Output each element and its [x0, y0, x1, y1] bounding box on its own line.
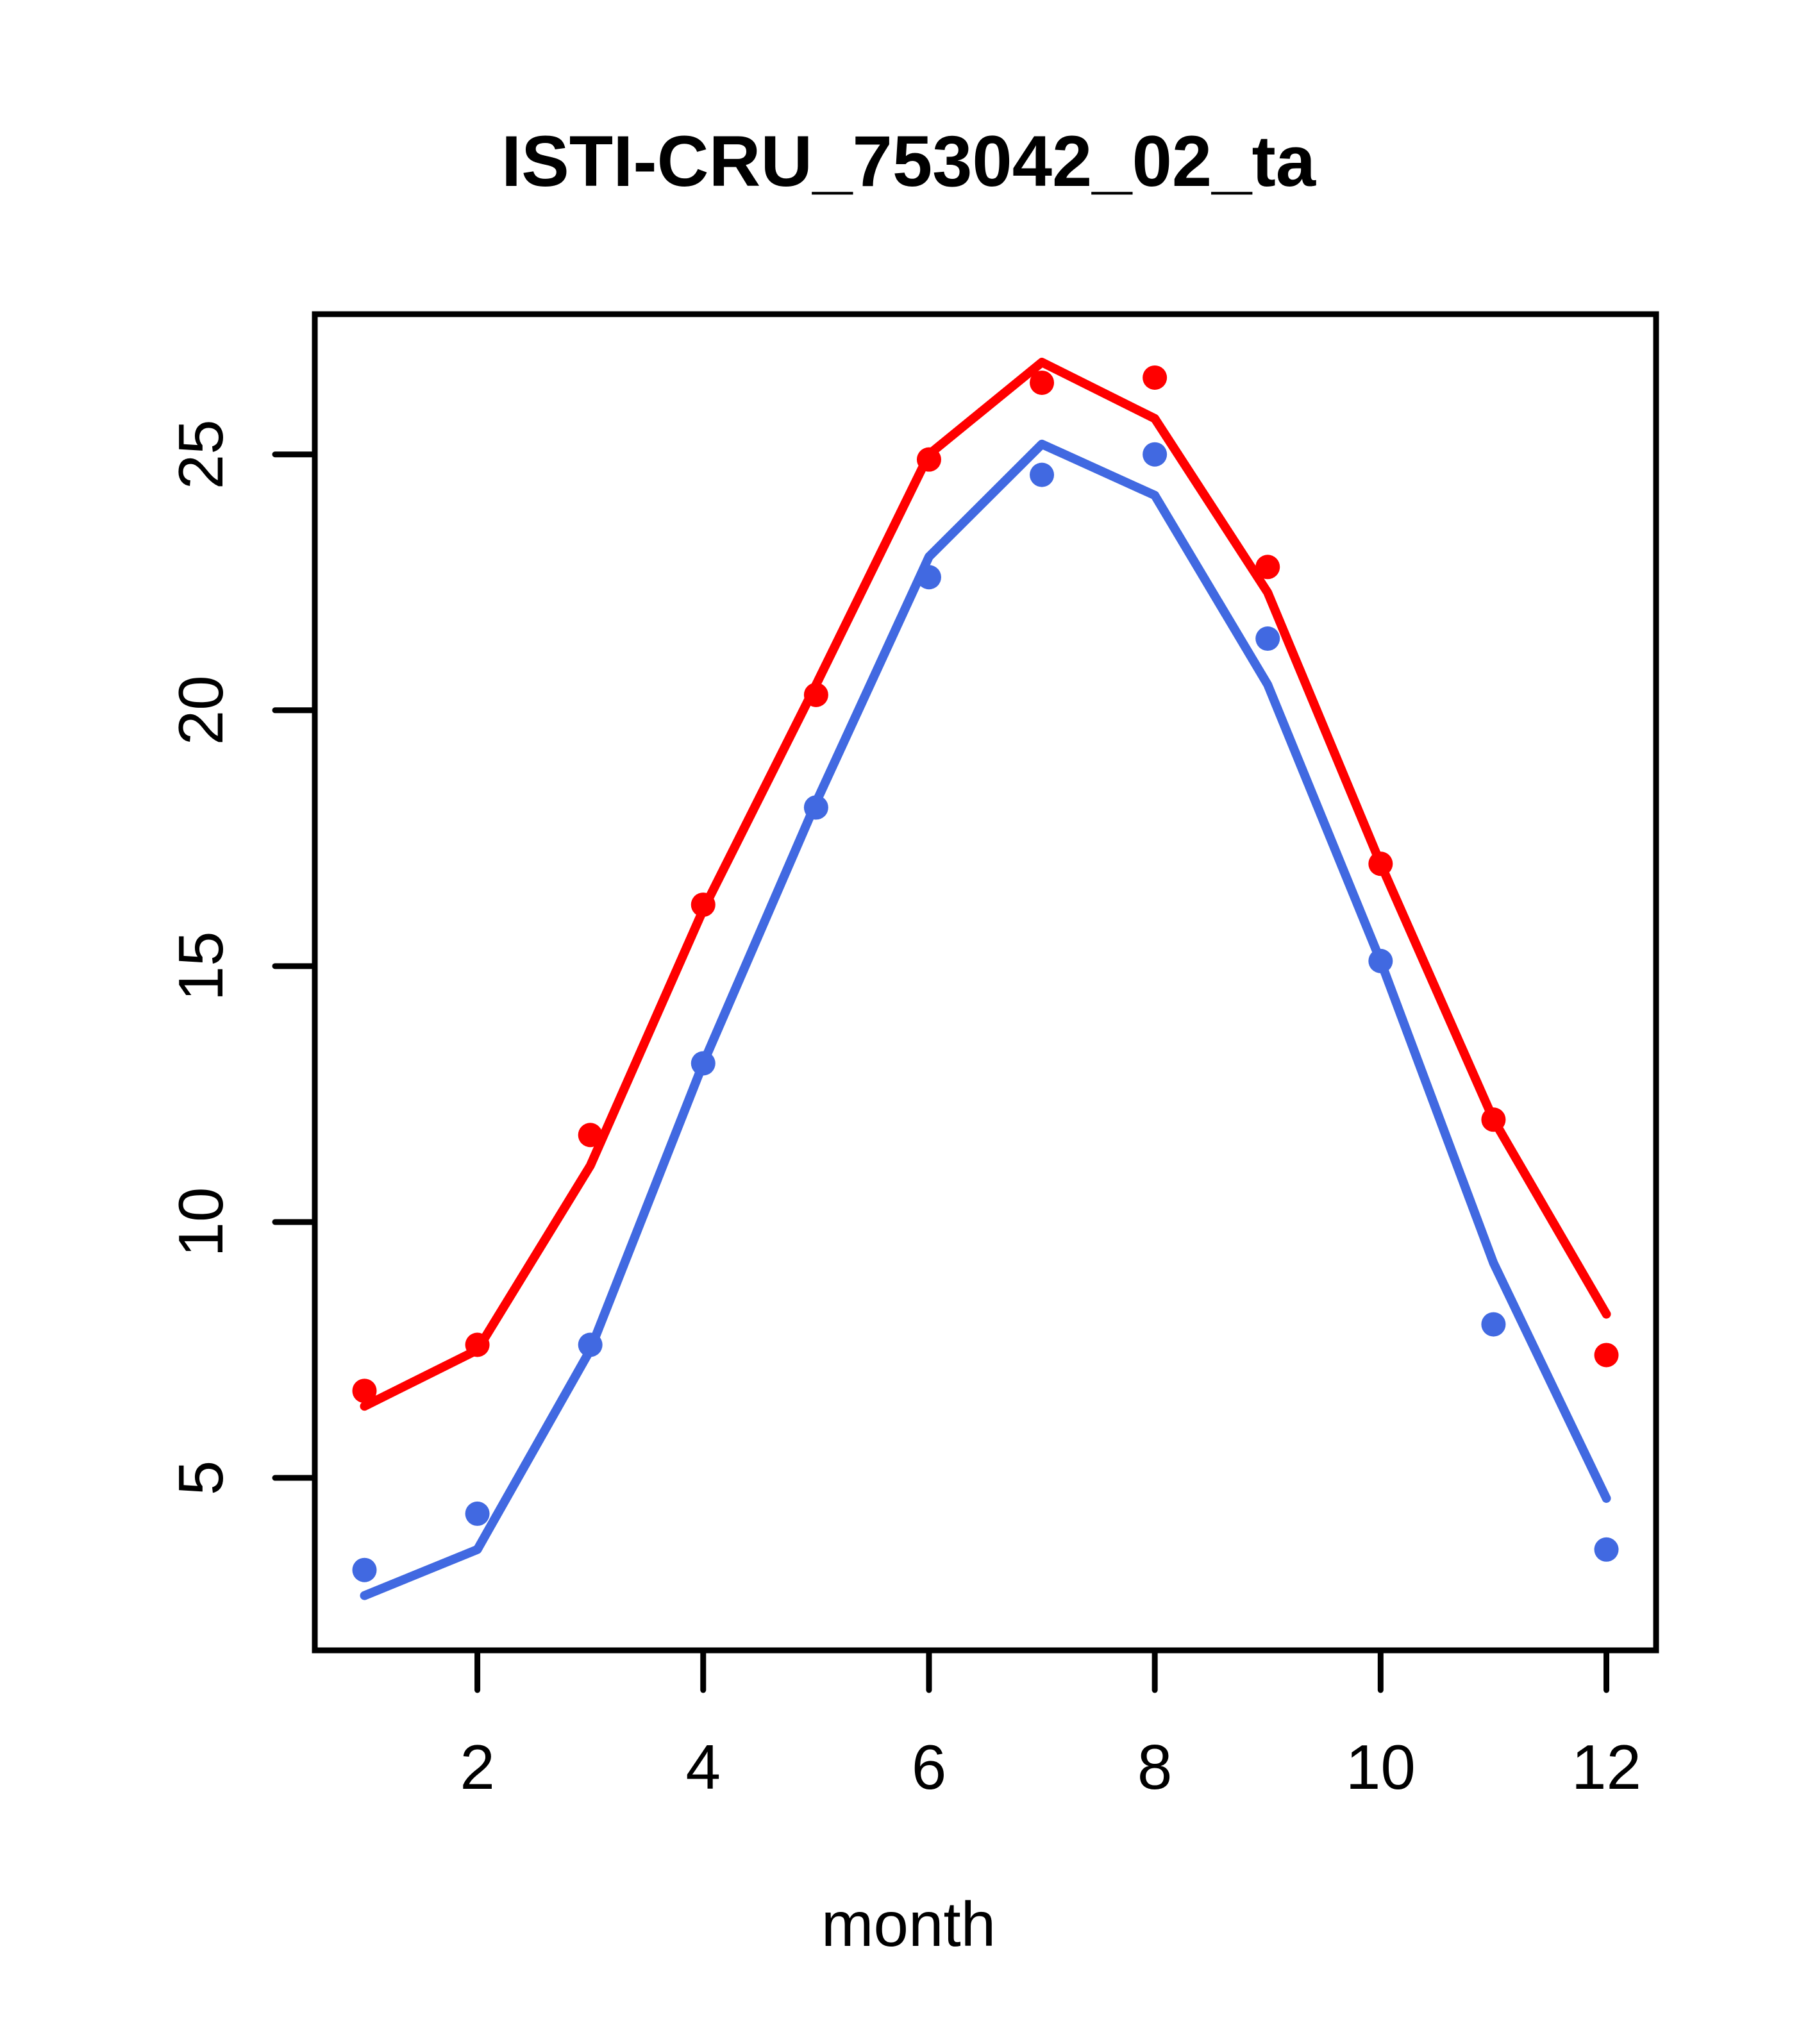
blue-point-m2 [465, 1501, 490, 1526]
blue-point-m3 [578, 1332, 603, 1357]
red-point-m5 [803, 682, 828, 707]
x-tick-label: 12 [1571, 1732, 1641, 1802]
series-blue-line [360, 439, 1611, 1600]
red-point-m3 [578, 1123, 603, 1148]
chart-title: ISTI-CRU_753042_02_ta [501, 121, 1316, 201]
x-tick-label: 8 [1137, 1732, 1173, 1802]
x-tick-label: 10 [1346, 1732, 1416, 1802]
red-point-m6 [916, 447, 941, 472]
red-point-m1 [352, 1378, 377, 1403]
y-tick-label: 5 [165, 1461, 236, 1496]
x-tick-label: 4 [686, 1732, 721, 1802]
red-point-m11 [1481, 1107, 1506, 1132]
red-point-m8 [1143, 365, 1168, 390]
blue-point-m11 [1481, 1312, 1506, 1337]
red-point-m10 [1368, 851, 1393, 876]
y-tick-label: 10 [165, 1187, 236, 1257]
blue-point-m10 [1368, 948, 1393, 973]
plot-frame [312, 311, 1659, 1654]
red-point-m9 [1255, 555, 1280, 580]
x-tick-label: 6 [912, 1732, 947, 1802]
red-point-m12 [1594, 1343, 1619, 1368]
y-tick-label: 25 [165, 419, 236, 489]
x-tick-label: 2 [460, 1732, 495, 1802]
blue-point-m8 [1143, 442, 1168, 467]
blue-point-m5 [803, 795, 828, 820]
red-line [360, 358, 1611, 1411]
red-point-m2 [465, 1332, 490, 1357]
y-tick-label: 20 [165, 675, 236, 745]
y-tick-label: 15 [165, 931, 236, 1001]
blue-point-m7 [1030, 462, 1055, 487]
series-red-points [352, 365, 1619, 1403]
x-axis-label: month [821, 1889, 996, 1959]
blue-point-m1 [352, 1557, 377, 1582]
blue-line [360, 439, 1611, 1600]
series-red-line [360, 358, 1611, 1411]
axes: 2 4 6 8 10 12 5 10 15 20 25 [165, 419, 1641, 1802]
blue-point-m6 [916, 565, 941, 590]
series-blue-points [352, 442, 1619, 1582]
blue-point-m4 [691, 1051, 716, 1076]
red-point-m4 [691, 892, 716, 917]
red-point-m7 [1030, 370, 1055, 395]
blue-point-m9 [1255, 626, 1280, 651]
blue-point-m12 [1594, 1537, 1619, 1562]
